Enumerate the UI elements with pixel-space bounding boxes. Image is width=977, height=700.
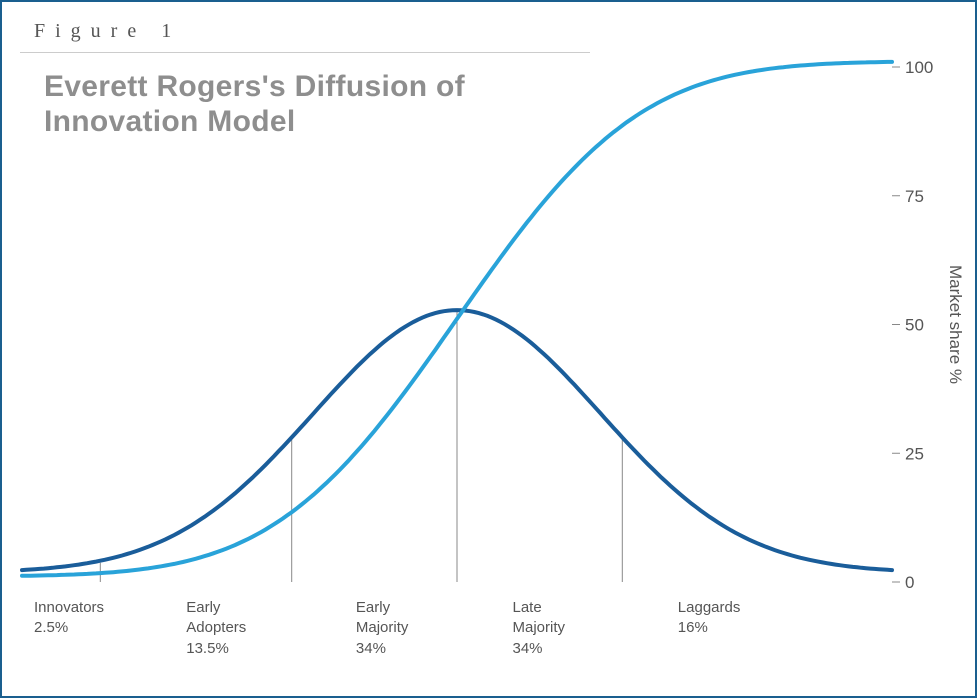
y-axis-title: Market share % [946,265,965,384]
y-tick-label: 25 [905,444,924,463]
category-label: Laggards16% [678,598,741,639]
chart-svg: 0 25 50 75 100 Market share % [2,2,977,700]
category-label: EarlyAdopters13.5% [186,598,246,659]
category-label: EarlyMajority34% [356,598,409,659]
category-label: LateMajority34% [513,598,566,659]
category-label: Innovators2.5% [34,598,104,639]
chart-frame: Figure 1 Everett Rogers's Diffusion of I… [0,0,977,698]
y-tick-label: 100 [905,58,933,77]
y-axis-ticks: 0 25 50 75 100 [892,58,933,592]
y-tick-label: 0 [905,573,914,592]
y-tick-label: 75 [905,187,924,206]
y-tick-label: 50 [905,316,924,335]
